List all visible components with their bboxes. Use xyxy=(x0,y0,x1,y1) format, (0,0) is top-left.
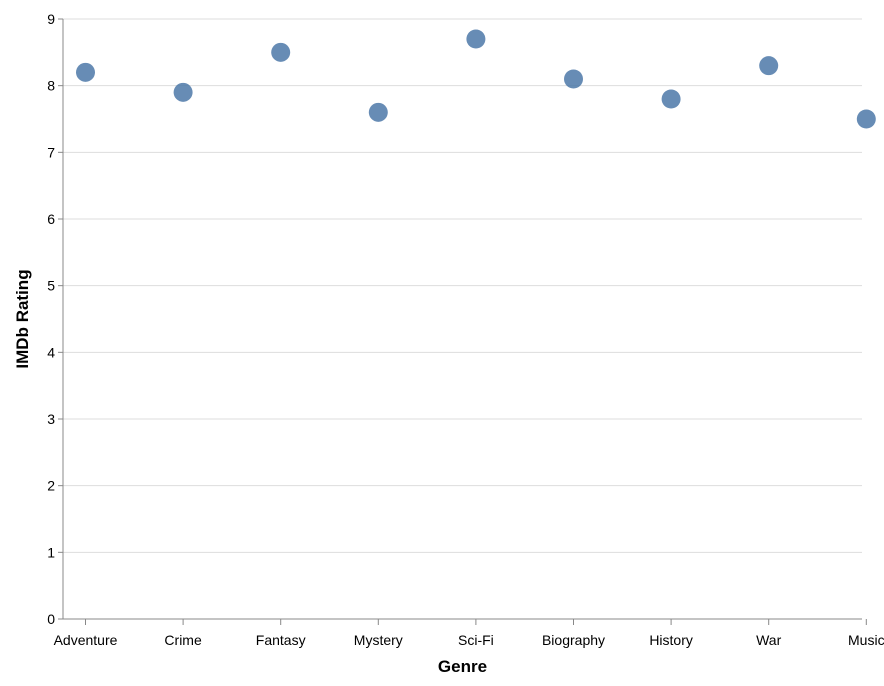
gridlines xyxy=(63,18,862,620)
data-point xyxy=(564,69,583,89)
x-tick-label: Mystery xyxy=(354,632,403,648)
x-tick-label: Adventure xyxy=(54,632,118,648)
y-tick-label: 8 xyxy=(47,78,55,94)
x-axis: Adventure Crime Fantasy Mystery Sci-Fi Biogra… xyxy=(54,618,884,648)
data-point xyxy=(661,89,681,109)
y-axis: 0 1 2 3 4 5 6 7 8 9 xyxy=(47,11,64,627)
x-tick-label: Fantasy xyxy=(256,632,306,648)
x-tick-label: Music xyxy=(848,632,884,648)
x-tick-label: Crime xyxy=(164,632,202,648)
data-point xyxy=(173,82,193,102)
data-points xyxy=(76,29,876,129)
data-point xyxy=(759,56,779,76)
data-point xyxy=(856,109,876,129)
y-tick-label: 3 xyxy=(47,411,55,427)
y-tick-label: 7 xyxy=(47,144,55,160)
x-tick-label: History xyxy=(649,632,693,648)
x-tick-label: War xyxy=(756,632,781,648)
y-tick-label: 4 xyxy=(47,344,55,360)
y-tick-label: 5 xyxy=(47,278,55,294)
y-tick-label: 1 xyxy=(47,544,55,560)
x-axis-title: Genre xyxy=(438,657,487,676)
y-tick-label: 2 xyxy=(47,478,55,494)
y-tick-label: 0 xyxy=(47,611,55,627)
y-tick-label: 9 xyxy=(47,11,55,27)
y-axis-title: IMDb Rating xyxy=(13,269,32,368)
data-point xyxy=(76,62,95,82)
data-point xyxy=(368,102,388,122)
x-tick-label: Sci-Fi xyxy=(458,632,494,648)
data-point xyxy=(466,29,486,49)
x-tick-label: Biography xyxy=(542,632,605,648)
data-point xyxy=(271,42,291,62)
y-tick-label: 6 xyxy=(47,211,55,227)
